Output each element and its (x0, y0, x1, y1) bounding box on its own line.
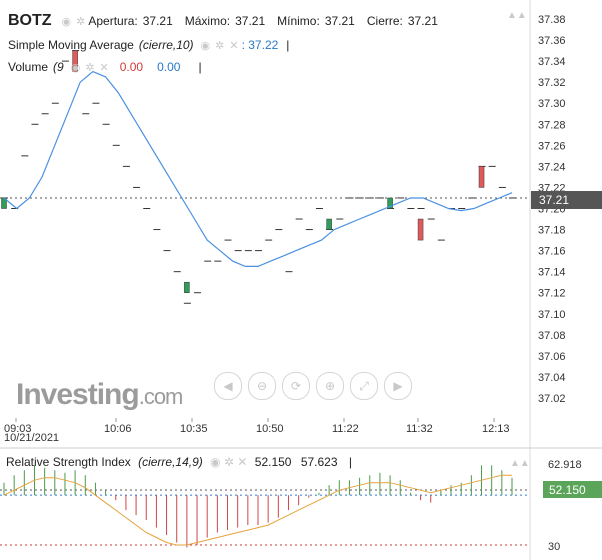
cursor-divider: | (198, 60, 202, 74)
price-tick-label: 37.16 (538, 246, 566, 258)
close-icon[interactable]: ✕ (99, 61, 110, 74)
rsi-params: (cierre,14,9) (138, 455, 203, 469)
volume-params: (9 (53, 60, 64, 74)
candle-down (478, 166, 485, 188)
gear-icon[interactable]: ✲ (223, 455, 235, 469)
candle-down (417, 218, 424, 241)
close-value: 37.21 (407, 14, 438, 28)
zoom-in-icon[interactable]: ⊕ (316, 372, 344, 400)
price-tick-label: 37.14 (538, 267, 566, 279)
volume-legend: Volume (9 ◉ ✲ ✕ 0.00 0.00 | (8, 60, 202, 74)
gear-icon[interactable]: ✲ (85, 61, 96, 74)
price-tick-label: 37.10 (538, 309, 566, 321)
cursor-divider: | (348, 455, 352, 469)
reset-icon[interactable]: ⟳ (282, 372, 310, 400)
candle-up (1, 197, 7, 209)
sma-legend: Simple Moving Average (cierre,10) ◉ ✲ ✕ … (8, 38, 289, 52)
symbol-title: BOTZ (8, 12, 52, 29)
sma-label: Simple Moving Average (8, 38, 134, 52)
last-price-badge: 37.21 (531, 191, 602, 209)
time-tick-label: 10:35 (180, 423, 208, 435)
rsi-axis-bottom-label: 30 (548, 541, 560, 553)
high-value: 37.21 (235, 14, 266, 28)
price-axis: 37.38 37.36 37.34 37.32 37.30 37.28 37.26 37.24… (538, 14, 566, 405)
price-tick-label: 37.36 (538, 35, 566, 47)
eye-icon[interactable]: ◉ (61, 15, 73, 28)
rsi-legend: Relative Strength Index (cierre,14,9) ◉ … (6, 455, 352, 469)
rsi-value-badge: 52.150 (543, 481, 602, 498)
volume-label: Volume (8, 60, 49, 74)
price-tick-label: 37.04 (538, 372, 566, 384)
rsi-label: Relative Strength Index (6, 455, 131, 469)
sma-value: : 37.22 (241, 38, 279, 52)
scroll-right-icon[interactable]: ▶ (384, 372, 412, 400)
time-tick-label: 12:13 (482, 423, 510, 435)
close-icon[interactable]: ✕ (229, 39, 240, 52)
open-label: Apertura: (88, 14, 138, 28)
candle-up (326, 218, 332, 230)
volume-value-2: 0.00 (157, 60, 181, 74)
close-label: Cierre: (366, 14, 403, 28)
price-tick-label: 37.12 (538, 288, 566, 300)
price-tick-label: 37.32 (538, 77, 566, 89)
eye-icon[interactable]: ◉ (210, 455, 221, 469)
date-label: 10/21/2021 (4, 432, 60, 444)
volume-value-1: 0.00 (119, 60, 144, 74)
candle-down (72, 50, 78, 72)
close-icon[interactable]: ✕ (237, 455, 248, 469)
candle-up (387, 197, 393, 209)
time-tick-label: 11:22 (332, 423, 359, 435)
time-tick-label: 09:03 (4, 423, 32, 435)
triangle-up-icon[interactable]: ▲▲ (507, 10, 527, 21)
rsi-value-2: 57.623 (300, 455, 338, 469)
price-tick-label: 37.34 (538, 56, 566, 68)
eye-icon[interactable]: ◉ (200, 39, 212, 52)
low-label: Mínimo: (277, 14, 320, 28)
zoom-out-icon[interactable]: ⊖ (248, 372, 276, 400)
price-tick-label: 37.24 (538, 161, 566, 173)
time-axis: 09:03 10:06 10:35 10:50 11:22 11:32 12:13 (4, 418, 510, 435)
price-tick-label: 37.30 (538, 98, 566, 110)
cursor-divider: | (286, 38, 290, 52)
rsi-value-1: 52.150 (254, 455, 292, 469)
rsi-axis-top-label: 62.918 (548, 459, 582, 471)
price-tick-label: 37.08 (538, 330, 566, 342)
sma-line (3, 70, 513, 267)
time-tick-label: 11:32 (406, 423, 433, 435)
open-value: 37.21 (142, 14, 173, 28)
candle-up (184, 281, 190, 293)
zoom-fit-icon[interactable]: ⤢ (350, 372, 378, 400)
time-tick-label: 10:06 (104, 423, 132, 435)
rsi-bars (3, 465, 513, 548)
price-tick-label: 37.06 (538, 351, 566, 363)
price-tick-label: 37.02 (538, 393, 566, 405)
time-tick-label: 10:50 (256, 423, 284, 435)
triangle-up-icon[interactable]: ▲▲ (510, 458, 530, 469)
eye-icon[interactable]: ◉ (70, 61, 82, 74)
high-label: Máximo: (184, 14, 231, 28)
investing-logo: Investing.com (16, 378, 183, 411)
ohlc-legend: BOTZ ◉ ✲ Apertura: 37.21 Máximo: 37.21 M… (8, 12, 443, 30)
gear-icon[interactable]: ✲ (215, 39, 226, 52)
chart-navigation-toolbar: ◀ ⊖ ⟳ ⊕ ⤢ ▶ (214, 372, 412, 400)
gear-icon[interactable]: ✲ (76, 15, 87, 28)
price-tick-label: 37.18 (538, 225, 566, 237)
candles (1, 50, 485, 293)
price-tick-label: 37.38 (538, 14, 566, 26)
low-value: 37.21 (324, 14, 355, 28)
sma-params: (cierre,10) (138, 38, 194, 52)
rsi-signal-line (3, 474, 512, 546)
price-tick-label: 37.26 (538, 140, 566, 152)
price-tick-label: 37.28 (538, 119, 566, 131)
scroll-left-icon[interactable]: ◀ (214, 372, 242, 400)
